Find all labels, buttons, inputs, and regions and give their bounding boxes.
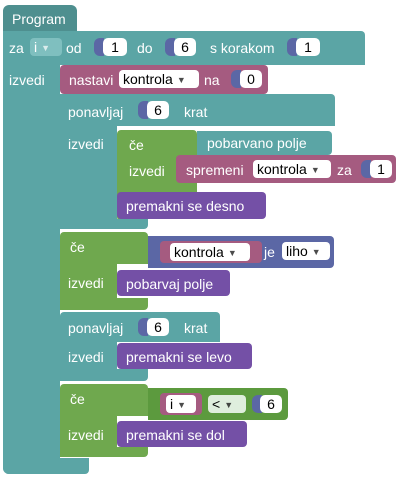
if2-izvedi-label: izvedi [68, 275, 104, 291]
move-down-block[interactable]: premakni se dol [117, 421, 247, 447]
chevron-down-icon: ▼ [176, 75, 186, 85]
repeat2-bottom [60, 369, 148, 381]
for-loop-spine [3, 64, 60, 474]
set-variable-block[interactable]: nastavi kontrola ▼ na 0 [60, 65, 268, 94]
paint-label: pobarvaj polje [126, 276, 214, 292]
if-block-2[interactable]: če [60, 232, 148, 264]
change-variable-block[interactable]: spremeni kontrola ▼ za 1 [176, 155, 396, 183]
if3-value-connector [252, 395, 262, 413]
painted-field-label: pobarvano polje [207, 135, 307, 151]
for-from-connector [94, 38, 104, 56]
for-step-input[interactable]: 1 [296, 38, 320, 56]
for-var-dropdown[interactable]: i ▼ [30, 38, 62, 56]
parity-condition[interactable]: kontrola ▼ je liho ▼ [148, 236, 334, 268]
if3-label: če [70, 391, 85, 407]
move-right-label: premakni se desno [126, 198, 245, 214]
change-value-connector [361, 160, 371, 178]
repeat1-label: ponavljaj [68, 104, 124, 120]
repeat-block-1[interactable]: ponavljaj 6 krat [60, 94, 335, 126]
change-label: spremeni [186, 162, 244, 178]
repeat1-bottom [60, 219, 148, 229]
if-block-3[interactable]: če [60, 384, 148, 416]
paint-block[interactable]: pobarvaj polje [117, 270, 230, 296]
for-za-label: za [9, 40, 24, 56]
set-na-label: na [204, 72, 220, 88]
change-za-label: za [337, 162, 352, 178]
program-title: Program [12, 11, 66, 27]
repeat2-izvedi-label: izvedi [68, 349, 104, 365]
compare-op-dropdown[interactable]: < ▼ [208, 395, 246, 413]
move-left-block[interactable]: premakni se levo [117, 343, 252, 369]
repeat1-times-label: krat [184, 104, 208, 120]
repeat1-izvedi-label: izvedi [68, 136, 104, 152]
chevron-down-icon: ▼ [41, 43, 51, 53]
repeat2-times-label: krat [184, 320, 208, 336]
for-to-connector [165, 38, 175, 56]
set-var-dropdown[interactable]: kontrola ▼ [119, 70, 199, 88]
if2-je-label: je [264, 244, 275, 260]
move-down-label: premakni se dol [126, 427, 225, 443]
chevron-down-icon: ▼ [227, 248, 237, 258]
if2-var-dropdown[interactable]: kontrola ▼ [170, 243, 250, 261]
compare-condition[interactable]: i ▼ < ▼ 6 [148, 388, 288, 420]
move-right-block[interactable]: premakni se desno [117, 192, 266, 219]
parity-dropdown[interactable]: liho ▼ [282, 242, 330, 260]
for-to-input[interactable]: 6 [174, 38, 196, 56]
set-label: nastavi [69, 72, 114, 88]
chevron-down-icon: ▼ [224, 400, 234, 410]
chevron-down-icon: ▼ [311, 247, 321, 257]
for-step-label: s korakom [210, 40, 275, 56]
if2-label: če [70, 239, 85, 255]
repeat-block-2[interactable]: ponavljaj 6 krat [60, 312, 220, 342]
move-left-label: premakni se levo [126, 349, 232, 365]
repeat1-spine [60, 125, 117, 229]
if1-label: če [129, 137, 144, 153]
change-var-dropdown[interactable]: kontrola ▼ [253, 160, 331, 178]
chevron-down-icon: ▼ [310, 165, 320, 175]
repeat2-count-input[interactable]: 6 [147, 318, 169, 336]
painted-field-condition[interactable]: pobarvano polje [197, 131, 332, 155]
for-od-label: od [66, 40, 82, 56]
if3-izvedi-label: izvedi [68, 427, 104, 443]
if1-izvedi-label: izvedi [129, 163, 165, 179]
chevron-down-icon: ▼ [177, 400, 187, 410]
if3-bottom [60, 447, 148, 457]
if3-value-input[interactable]: 6 [260, 395, 282, 413]
if2-var-block[interactable]: kontrola ▼ [160, 241, 262, 263]
if2-bottom [60, 298, 148, 310]
repeat2-label: ponavljaj [68, 320, 124, 336]
change-value-input[interactable]: 1 [370, 160, 392, 178]
if3-var-block[interactable]: i ▼ [160, 393, 202, 415]
repeat2-count-connector [138, 318, 148, 336]
for-loop-bottom [3, 458, 89, 474]
for-step-connector [287, 38, 297, 56]
program-block[interactable]: Program [3, 5, 77, 31]
set-value-connector [231, 70, 241, 88]
set-value-input[interactable]: 0 [240, 70, 262, 88]
repeat1-count-connector [138, 101, 148, 119]
if3-var-dropdown[interactable]: i ▼ [166, 395, 196, 413]
repeat1-count-input[interactable]: 6 [147, 101, 169, 119]
for-from-input[interactable]: 1 [103, 38, 127, 56]
for-do-label: do [137, 40, 153, 56]
for-izvedi-label: izvedi [9, 72, 45, 88]
